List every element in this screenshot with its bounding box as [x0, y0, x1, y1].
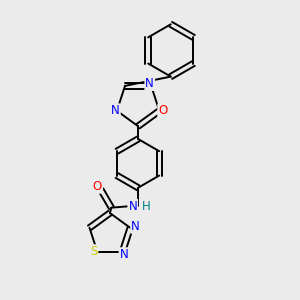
Text: N: N	[131, 220, 140, 233]
Text: O: O	[93, 180, 102, 193]
Text: O: O	[158, 104, 167, 117]
Text: N: N	[120, 248, 128, 261]
Text: H: H	[142, 200, 151, 213]
Text: S: S	[90, 245, 98, 258]
Text: N: N	[111, 104, 120, 117]
Text: N: N	[128, 200, 137, 213]
Text: N: N	[146, 77, 154, 90]
